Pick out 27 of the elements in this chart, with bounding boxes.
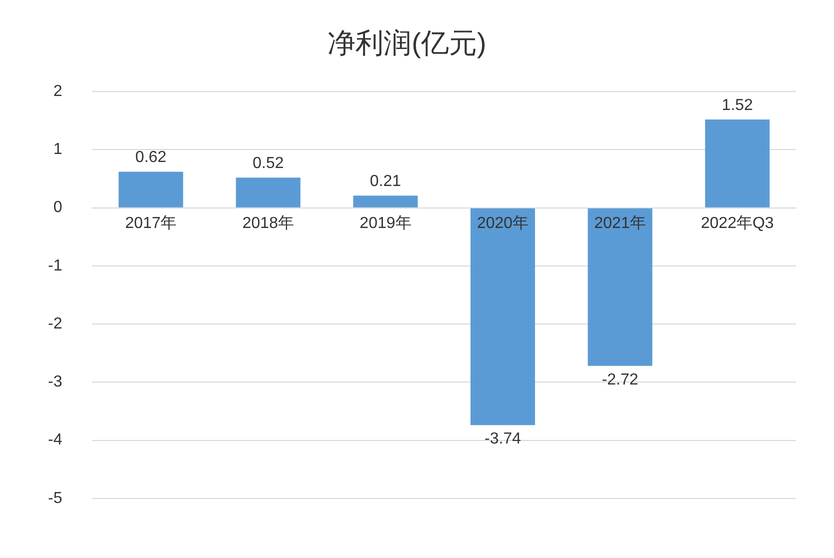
bar [118,172,184,208]
x-tick-label: 2020年 [476,215,529,232]
x-tick-label: 2021年 [594,215,646,232]
data-label: 0.21 [370,173,402,190]
bar [470,208,536,426]
bar [236,178,300,208]
x-tick-label: 2018年 [242,215,294,232]
y-tick-label: -4 [48,432,62,449]
chart-title: 净利润(亿元) [328,28,486,59]
x-tick-label: 2022年Q3 [700,215,774,232]
y-tick-label: 0 [53,199,62,216]
data-label: -2.72 [602,371,638,388]
data-label: -3.74 [484,430,522,448]
bar [705,119,770,208]
data-label: 0.52 [252,155,284,172]
bar [353,196,418,208]
x-tick-label: 2019年 [360,215,412,232]
y-tick-label: -2 [48,315,62,332]
y-tick-label: 1 [53,141,62,158]
bar [588,208,652,366]
y-tick-label: -3 [48,374,62,391]
x-tick-label: 2017年 [125,215,177,232]
y-tick-label: -1 [48,257,62,274]
y-tick-label: -5 [48,490,62,507]
data-label: 0.62 [135,149,167,166]
y-tick-label: 2 [53,83,62,100]
data-label: 1.52 [722,96,754,114]
